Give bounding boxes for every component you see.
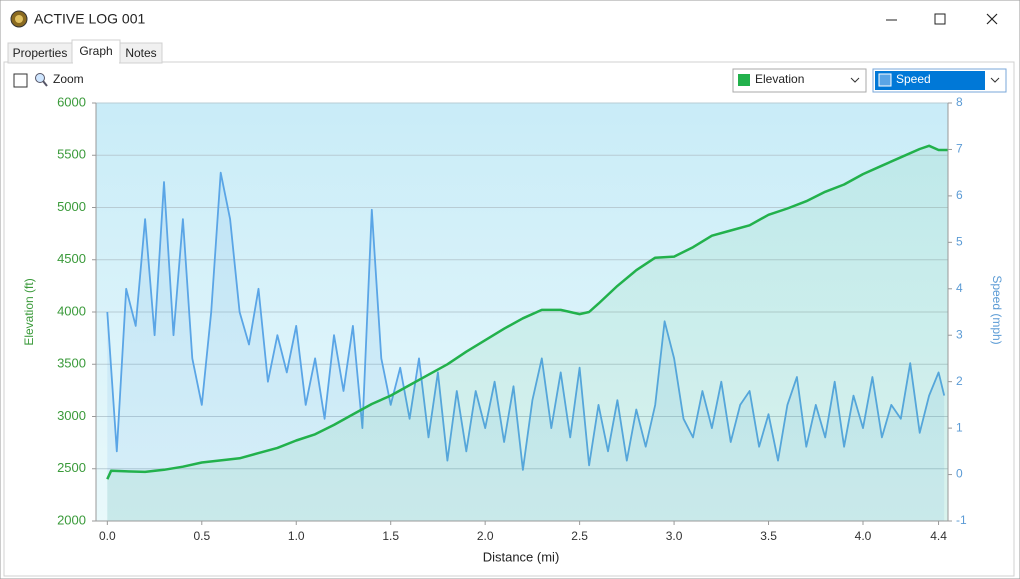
zoom-checkbox[interactable] [13,73,28,88]
y2-tick-label: 8 [956,95,963,109]
x-tick-label: 2.0 [477,529,494,543]
y-tick-label: 4000 [57,303,86,318]
zoom-icon-handle [42,80,48,87]
x-tick-label: 4.4 [930,529,947,543]
series-line [106,171,946,471]
x-tick-label: 0.0 [99,529,116,543]
x-tick-label: 3.0 [666,529,683,543]
y2-axis-label: Speed (mph) [990,275,1004,344]
y2-tick-label: 4 [956,281,963,295]
y2-tick-label: 1 [956,420,963,434]
y2-tick-label: -1 [956,513,967,527]
x-tick-label: 1.5 [382,529,399,543]
y-tick-label: 3000 [57,408,86,423]
tab-joint [73,62,119,64]
legend-swatch [738,74,750,86]
y-tick-label: 5000 [57,199,86,214]
legend-label[interactable]: Speed [896,72,931,86]
y2-tick-label: 6 [956,188,963,202]
dropdown-selection [875,71,985,90]
x-tick-label: 3.5 [760,529,777,543]
y-tick-label: 4500 [57,251,86,266]
app-icon-inner [15,15,23,23]
close-button[interactable] [986,13,998,25]
left-series-dropdown[interactable] [732,68,867,93]
dropdown-arrow[interactable] [850,77,860,83]
y-tick-label: 2000 [57,512,86,527]
x-tick-label: 0.5 [193,529,210,543]
y-axis-label: Elevation (ft) [22,278,36,345]
tab[interactable] [119,42,163,64]
x-tick-label: 1.0 [288,529,305,543]
tab-label[interactable]: Notes [125,46,156,60]
y-tick-label: 3500 [57,356,86,371]
x-axis-label: Distance (mi) [483,549,560,564]
legend-swatch [878,73,892,87]
tab-label[interactable]: Properties [13,46,68,60]
zoom-label[interactable]: Zoom [53,72,84,86]
y-tick-label: 5500 [57,147,86,162]
y-tick-label: 2500 [57,460,86,475]
series-line [106,144,948,480]
series-area [107,145,949,522]
y2-tick-label: 5 [956,235,963,249]
tab-label[interactable]: Graph [79,44,112,58]
zoom-icon [35,73,45,83]
x-tick-label: 4.0 [855,529,872,543]
dropdown-arrow[interactable] [990,77,1000,83]
x-tick-label: 2.5 [571,529,588,543]
legend-label[interactable]: Elevation [755,72,804,86]
window-title: ACTIVE LOG 001 [34,11,145,27]
y-tick-label: 6000 [57,94,86,109]
y2-tick-label: 7 [956,142,963,156]
maximize-button[interactable] [934,13,946,25]
y2-tick-label: 3 [956,327,963,341]
y2-tick-label: 2 [956,374,963,388]
y2-tick-label: 0 [956,467,963,481]
